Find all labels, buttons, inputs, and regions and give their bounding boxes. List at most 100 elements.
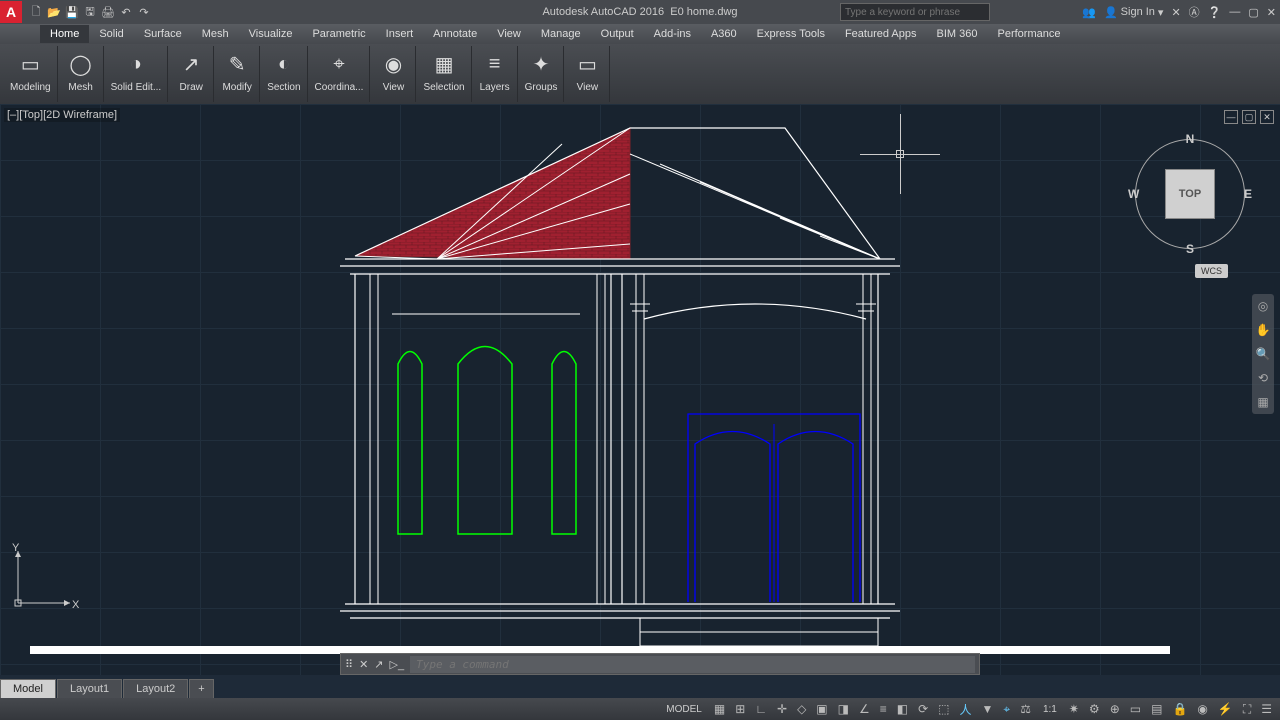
tab-visualize[interactable]: Visualize: [239, 25, 303, 43]
add-layout-button[interactable]: +: [189, 679, 213, 698]
tab-mesh[interactable]: Mesh: [192, 25, 239, 43]
otrack-icon[interactable]: ∠: [857, 702, 872, 716]
tab-express-tools[interactable]: Express Tools: [747, 25, 835, 43]
panel-coordina-[interactable]: ⌖Coordina...: [309, 46, 371, 102]
command-input[interactable]: [410, 656, 975, 673]
panel-mesh[interactable]: ◯Mesh: [59, 46, 104, 102]
new-icon[interactable]: 🗋: [28, 4, 44, 20]
wcs-badge[interactable]: WCS: [1195, 264, 1228, 278]
tab-home[interactable]: Home: [40, 25, 89, 43]
compass-south[interactable]: S: [1186, 242, 1194, 256]
isodraft-icon[interactable]: ◇: [795, 702, 808, 716]
lineweight-icon[interactable]: ≡: [878, 702, 889, 716]
exchange-icon[interactable]: ✕: [1171, 6, 1180, 19]
transparency-icon[interactable]: ◧: [895, 702, 910, 716]
tab-parametric[interactable]: Parametric: [302, 25, 375, 43]
tab-solid[interactable]: Solid: [89, 25, 133, 43]
redo-icon[interactable]: ↷: [136, 4, 152, 20]
panel-view[interactable]: ▭View: [565, 46, 610, 102]
ortho-toggle-icon[interactable]: ∟: [753, 702, 769, 716]
gizmo-icon[interactable]: ⌖: [1001, 702, 1012, 717]
svg-text:Y: Y: [12, 543, 20, 554]
3dosnap-icon[interactable]: ◨: [836, 702, 851, 716]
orbit-icon[interactable]: ⟲: [1255, 370, 1271, 386]
command-line[interactable]: ⠿ ✕ ↗ ▷_: [340, 653, 980, 675]
tab-a360[interactable]: A360: [701, 25, 747, 43]
customize-icon[interactable]: ☰: [1259, 702, 1274, 716]
saveas-icon[interactable]: 🖫: [82, 4, 98, 20]
ribbon: ▭Modeling◯Mesh◑Solid Edit...↗Draw✎Modify…: [0, 44, 1280, 104]
tab-output[interactable]: Output: [591, 25, 644, 43]
scale-button[interactable]: 1:1: [1039, 704, 1061, 715]
panel-section[interactable]: ◐Section: [261, 46, 307, 102]
tab-manage[interactable]: Manage: [531, 25, 591, 43]
annoscale-icon[interactable]: ⚖: [1018, 702, 1033, 716]
tab-add-ins[interactable]: Add-ins: [644, 25, 701, 43]
panel-solid-edit-[interactable]: ◑Solid Edit...: [105, 46, 169, 102]
panel-groups[interactable]: ✦Groups: [519, 46, 565, 102]
cycling-icon[interactable]: ⟳: [916, 702, 930, 716]
panel-modify[interactable]: ✎Modify: [215, 46, 260, 102]
layout-tab-model[interactable]: Model: [0, 679, 56, 698]
tab-performance[interactable]: Performance: [987, 25, 1070, 43]
snap-toggle-icon[interactable]: ⊞: [733, 702, 747, 716]
showmotion-icon[interactable]: ▦: [1255, 394, 1271, 410]
undo-icon[interactable]: ↶: [118, 4, 134, 20]
tab-annotate[interactable]: Annotate: [423, 25, 487, 43]
sign-in-button[interactable]: 👤 Sign In ▾: [1104, 6, 1163, 19]
panel-draw[interactable]: ↗Draw: [169, 46, 214, 102]
cmd-handle-icon[interactable]: ⠿: [345, 658, 353, 671]
tab-view[interactable]: View: [487, 25, 531, 43]
compass-east[interactable]: E: [1244, 187, 1252, 201]
navigation-bar: ◎ ✋ 🔍 ⟲ ▦: [1252, 294, 1274, 414]
tab-surface[interactable]: Surface: [134, 25, 192, 43]
isolate-icon[interactable]: ◉: [1195, 702, 1209, 716]
quickprops-icon[interactable]: ▤: [1149, 702, 1164, 716]
quick-access-toolbar: 🗋 📂 💾 🖫 🖨 ↶ ↷: [22, 4, 158, 20]
panel-selection[interactable]: ▦Selection: [417, 46, 471, 102]
grid-toggle-icon[interactable]: ▦: [712, 702, 727, 716]
3d-icon[interactable]: ⬚: [936, 702, 951, 716]
search-input[interactable]: [840, 3, 990, 21]
maximize-icon[interactable]: ▢: [1248, 6, 1258, 19]
workspace-icon[interactable]: ⚙: [1087, 702, 1102, 716]
cmd-close-icon[interactable]: ✕: [359, 658, 368, 671]
panel-layers[interactable]: ≡Layers: [473, 46, 518, 102]
window-title: Autodesk AutoCAD 2016 E0 home.dwg: [542, 6, 737, 18]
cleanscreen-icon[interactable]: ⛶: [1241, 702, 1253, 717]
cmd-recent-icon[interactable]: ↗: [374, 658, 383, 671]
app-logo[interactable]: A: [0, 1, 22, 23]
model-space-button[interactable]: MODEL: [662, 704, 706, 715]
layout-tab-layout2[interactable]: Layout2: [123, 679, 188, 698]
lockui-icon[interactable]: 🔒: [1170, 702, 1189, 716]
view-cube[interactable]: N S E W TOP: [1130, 134, 1250, 254]
panel-modeling[interactable]: ▭Modeling: [4, 46, 58, 102]
tab-featured-apps[interactable]: Featured Apps: [835, 25, 927, 43]
annomonitor-icon[interactable]: ⊕: [1108, 702, 1122, 716]
close-icon[interactable]: ✕: [1267, 6, 1276, 19]
zoom-icon[interactable]: 🔍: [1255, 346, 1271, 362]
hwaccel-icon[interactable]: ⚡: [1216, 702, 1235, 716]
filter-icon[interactable]: ▼: [980, 702, 996, 716]
minimize-icon[interactable]: —: [1229, 6, 1240, 18]
save-icon[interactable]: 💾: [64, 4, 80, 20]
tab-bim-360[interactable]: BIM 360: [927, 25, 988, 43]
drawing-viewport[interactable]: [–][Top][2D Wireframe] — ▢ ✕ N S E W TOP…: [0, 104, 1280, 675]
wheel-icon[interactable]: ◎: [1255, 298, 1271, 314]
print-icon[interactable]: 🖨: [100, 4, 116, 20]
panel-view[interactable]: ◉View: [371, 46, 416, 102]
infocenter-icon[interactable]: 👥: [1082, 6, 1096, 19]
osnap-toggle-icon[interactable]: ▣: [814, 702, 829, 716]
compass-north[interactable]: N: [1186, 132, 1195, 146]
tab-insert[interactable]: Insert: [376, 25, 424, 43]
units-icon[interactable]: ▭: [1128, 702, 1143, 716]
a360-icon[interactable]: Ⓐ: [1189, 4, 1200, 20]
pan-icon[interactable]: ✋: [1255, 322, 1271, 338]
annovisibility-icon[interactable]: ✷: [1067, 702, 1081, 716]
polar-toggle-icon[interactable]: ✛: [775, 702, 789, 716]
help-icon[interactable]: ❔: [1208, 6, 1222, 19]
dynucs-icon[interactable]: 人: [958, 701, 974, 718]
compass-west[interactable]: W: [1128, 187, 1139, 201]
layout-tab-layout1[interactable]: Layout1: [57, 679, 122, 698]
open-icon[interactable]: 📂: [46, 4, 62, 20]
